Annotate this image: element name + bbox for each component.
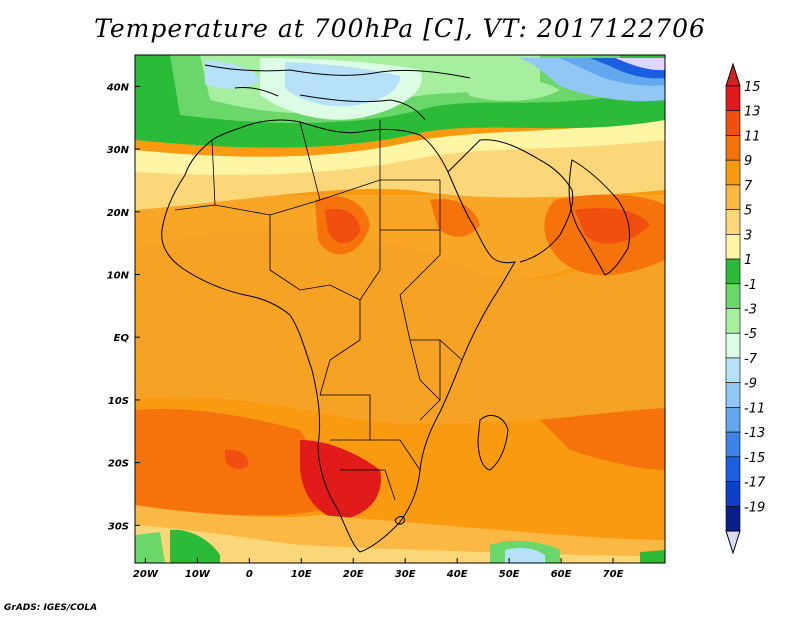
country-borders xyxy=(174,120,463,501)
lat-tick-label: 20S xyxy=(108,459,129,470)
lat-tick-label: 10S xyxy=(108,396,129,407)
colorbar-swatch xyxy=(725,332,741,359)
colorbar-swatch xyxy=(725,308,741,334)
lat-tick-label: EQ xyxy=(114,333,130,344)
lon-tick-label: 20W xyxy=(133,569,159,580)
lon-axis: 20W 10W 0 10E 20E 30E 40E 50E 60E 70E xyxy=(133,558,624,580)
map-title: Temperature at 700hPa [C], VT: 201712270… xyxy=(94,14,706,43)
lon-tick-label: 10W xyxy=(185,569,211,580)
lat-tick-label: 40N xyxy=(106,82,130,93)
coastlines xyxy=(161,64,631,553)
colorbar-label: 13 xyxy=(744,105,761,120)
colorbar-swatch xyxy=(725,209,741,235)
colorbar-swatch xyxy=(725,357,741,383)
colorbar-label: 3 xyxy=(744,228,752,243)
colorbar: 15 13 11 9 7 5 3 1 -1 -3 -5 -7 -9 -11 -13 -15 -17 -19 xyxy=(725,62,766,555)
colorbar-swatch xyxy=(725,431,741,458)
lon-tick-label: 70E xyxy=(603,569,624,580)
colorbar-label: 1 xyxy=(744,253,752,268)
credit-text: GrADS: IGES/COLA xyxy=(4,603,98,613)
colorbar-swatch xyxy=(725,110,741,136)
colorbar-label: 5 xyxy=(744,204,752,219)
colorbar-label: -1 xyxy=(744,278,757,293)
colorbar-over-arrow xyxy=(725,62,741,87)
colorbar-label: -11 xyxy=(744,401,765,416)
colorbar-label: 11 xyxy=(744,129,761,144)
colorbar-swatch xyxy=(725,234,741,260)
colorbar-label: 15 xyxy=(744,80,761,95)
lon-tick-label: 40E xyxy=(446,569,468,580)
colorbar-swatch xyxy=(725,258,741,285)
colorbar-label: -17 xyxy=(744,476,766,491)
colorbar-label: -9 xyxy=(744,377,757,392)
colorbar-label: 9 xyxy=(744,154,752,169)
colorbar-swatch xyxy=(725,159,741,186)
colorbar-swatch xyxy=(725,456,741,482)
colorbar-label: -13 xyxy=(744,426,765,441)
colorbar-label: -7 xyxy=(744,352,758,367)
colorbar-swatch xyxy=(725,85,741,112)
colorbar-label: -3 xyxy=(744,303,757,318)
colorbar-swatch xyxy=(725,184,741,210)
lon-tick-label: 30E xyxy=(395,569,416,580)
colorbar-label: -5 xyxy=(744,327,757,342)
colorbar-swatch xyxy=(725,481,741,507)
lon-tick-label: 60E xyxy=(551,569,572,580)
lon-tick-label: 0 xyxy=(246,569,253,580)
colorbar-swatch xyxy=(725,283,741,309)
colorbar-swatch xyxy=(725,505,741,532)
colorbar-swatch xyxy=(725,407,741,433)
colorbar-swatch xyxy=(725,135,741,161)
colorbar-swatch xyxy=(725,382,741,408)
lon-tick-label: 20E xyxy=(343,569,364,580)
temperature-field xyxy=(135,55,665,563)
lon-tick-label: 10E xyxy=(291,569,312,580)
colorbar-under-arrow xyxy=(725,530,741,555)
lat-axis: 40N 30N 20N 10N EQ 10S 20S 30S xyxy=(106,82,140,532)
lon-tick-label: 50E xyxy=(499,569,520,580)
colorbar-label: 7 xyxy=(744,179,753,194)
lat-tick-label: 30N xyxy=(107,145,130,156)
lat-tick-label: 10N xyxy=(107,271,130,282)
lat-tick-label: 20N xyxy=(107,208,130,219)
lat-tick-label: 30S xyxy=(108,521,129,532)
colorbar-label: -19 xyxy=(744,500,765,515)
plot-frame xyxy=(134,54,666,564)
colorbar-label: -15 xyxy=(744,451,765,466)
